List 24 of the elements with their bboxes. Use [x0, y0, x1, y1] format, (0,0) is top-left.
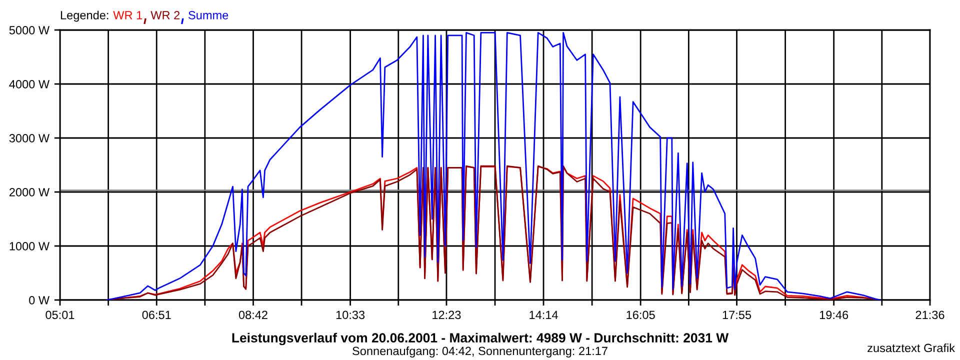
y-tick-label: 3000 W: [9, 134, 50, 142]
x-tick-label: 12:23: [432, 310, 461, 320]
y-tick-label: 5000 W: [9, 26, 50, 34]
line-series: [106, 32, 881, 300]
x-tick-label: 06:51: [142, 310, 171, 320]
text: zusatztext Grafik: [868, 343, 956, 352]
legend-title: Legende:: [60, 10, 108, 22]
x-tick-label: 14:14: [530, 310, 558, 319]
x-tick-label: 19:46: [820, 310, 848, 320]
legend-label: WR 2: [150, 11, 180, 20]
y-tick-label: 2000 W: [9, 188, 50, 196]
text: Sonnenaufgang: 04:42, Sonnenuntergang: 21:17: [352, 346, 608, 358]
x-tick-label: 17:55: [722, 310, 752, 320]
x-tick-label: 10:33: [336, 310, 365, 320]
x-tick-label: 05:01: [46, 310, 74, 320]
legend-label: Summe: [188, 11, 228, 20]
x-tick-label: 16:05: [626, 310, 655, 320]
text: WR 1: [113, 11, 142, 20]
y-tick-label: 4000 W: [9, 80, 50, 88]
y-tick-label: 1000 W: [10, 242, 50, 250]
x-tick-label: 21:36: [916, 310, 944, 320]
x-tick-label: 08:42: [238, 310, 268, 320]
y-tick-label: 0 W: [29, 296, 50, 304]
text: Leistungsverlauf vom 20.06.2001 - Maximalwert: 4989 W - Durchschnitt: 2031 W: [232, 332, 729, 346]
